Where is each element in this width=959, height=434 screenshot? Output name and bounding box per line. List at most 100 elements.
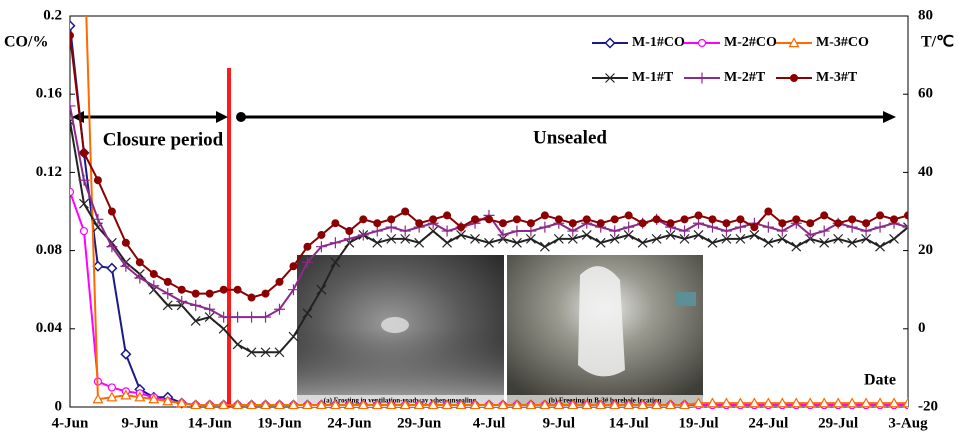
y2-axis-title: T/℃: [921, 34, 954, 51]
data-point: [416, 220, 423, 227]
data-point: [555, 216, 562, 223]
data-point: [190, 300, 201, 311]
data-point: [751, 224, 758, 231]
data-point: [486, 216, 493, 223]
annotation: Closure period: [103, 129, 224, 150]
data-point: [220, 286, 227, 293]
data-point: [346, 228, 353, 235]
photo-b-ice: [578, 266, 625, 376]
data-point: [569, 220, 576, 227]
period-arrows: [72, 111, 896, 123]
legend-label: M-3#T: [816, 70, 858, 85]
y-axis-title: CO/%: [4, 34, 48, 51]
y-tick-label: 0.04: [36, 320, 63, 336]
data-point: [779, 220, 786, 227]
data-point: [304, 243, 311, 250]
data-point: [513, 216, 520, 223]
data-point: [374, 220, 381, 227]
data-point: [807, 220, 814, 227]
x-tick-label: 29-Jul: [818, 415, 858, 431]
arrow-head: [216, 111, 228, 123]
arrow-head: [883, 111, 896, 123]
y2-tick-label: 60: [918, 86, 933, 102]
legend-label: M-2#T: [724, 70, 766, 85]
data-point: [260, 312, 271, 323]
data-point: [330, 237, 341, 248]
data-point: [290, 263, 297, 270]
legend-marker: [699, 40, 706, 47]
data-point: [66, 21, 75, 30]
data-point: [540, 242, 549, 251]
data-point: [164, 278, 171, 285]
data-point: [234, 286, 241, 293]
data-point: [876, 242, 885, 251]
data-point: [875, 222, 886, 233]
data-point: [681, 216, 688, 223]
data-point: [611, 216, 618, 223]
legend-marker: [697, 73, 708, 84]
data-point: [442, 226, 453, 237]
data-point: [108, 384, 115, 391]
x-tick-label: 24-Jun: [327, 415, 372, 431]
data-point: [583, 216, 590, 223]
x-tick-label: 14-Jun: [188, 415, 233, 431]
data-point: [318, 231, 325, 238]
data-point: [233, 340, 242, 349]
data-point: [388, 216, 395, 223]
y2-tick-label: 0: [918, 320, 926, 336]
data-point: [511, 226, 522, 237]
data-point: [444, 212, 451, 219]
data-point: [248, 294, 255, 301]
annotation: Unsealed: [533, 127, 607, 148]
legend-label: M-2#CO: [724, 35, 777, 50]
legend-label: M-1#T: [632, 70, 674, 85]
data-point: [402, 208, 409, 215]
y-tick-label: 0: [55, 398, 63, 414]
data-point: [246, 312, 257, 323]
x-tick-label: 19-Jul: [678, 415, 718, 431]
y2-tick-label: 80: [918, 7, 933, 23]
data-point: [232, 312, 243, 323]
data-point: [890, 234, 899, 243]
y2-tick-label: -20: [918, 398, 938, 414]
data-point: [539, 222, 550, 233]
x-tick-label: 4-Jun: [52, 415, 89, 431]
data-point: [162, 288, 173, 299]
data-point: [150, 271, 157, 278]
data-point: [793, 216, 800, 223]
x-axis-title: Date: [864, 372, 896, 389]
data-point: [276, 278, 283, 285]
chart: (a) Frosting in ventilation-roadway when…: [0, 0, 959, 434]
data-point: [819, 226, 830, 237]
y-tick-label: 0.08: [36, 242, 62, 258]
data-point: [458, 224, 465, 231]
data-point: [527, 220, 534, 227]
legend-marker: [791, 75, 798, 82]
y-tick-label: 0.12: [36, 164, 62, 180]
data-point: [625, 212, 632, 219]
data-point: [289, 332, 298, 341]
data-point: [877, 212, 884, 219]
data-point: [121, 350, 130, 359]
data-point: [262, 290, 269, 297]
y2-tick-label: 20: [918, 242, 933, 258]
y-tick-label: 0.16: [36, 86, 63, 102]
x-tick-label: 29-Jun: [397, 415, 442, 431]
data-point: [821, 212, 828, 219]
x-tick-label: 3-Aug: [888, 415, 928, 431]
legend-label: M-3#CO: [816, 35, 869, 50]
data-point: [695, 212, 702, 219]
data-point: [360, 216, 367, 223]
data-point: [597, 220, 604, 227]
data-point: [763, 222, 774, 233]
data-point: [639, 220, 646, 227]
data-point: [65, 100, 76, 111]
data-point: [178, 286, 185, 293]
x-tick-label: 19-Jun: [257, 415, 302, 431]
x-tick-label: 9-Jun: [121, 415, 158, 431]
data-point: [499, 220, 506, 227]
data-point: [148, 280, 159, 291]
data-point: [709, 216, 716, 223]
legend-marker: [606, 39, 615, 48]
data-point: [122, 239, 129, 246]
